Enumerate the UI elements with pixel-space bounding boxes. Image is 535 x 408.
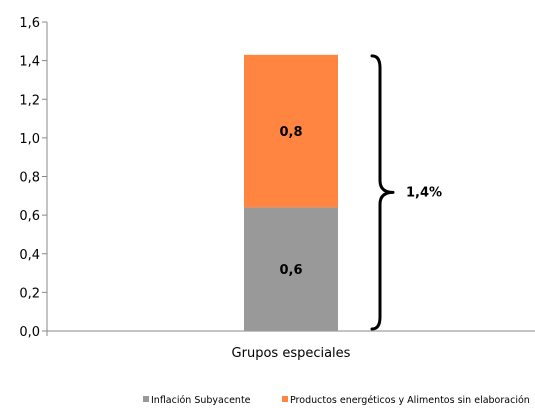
bar-segment <box>244 207 338 331</box>
y-tick-label: 1,0 <box>19 132 40 147</box>
total-annotation: 1,4% <box>406 185 442 200</box>
category-label: Grupos especiales <box>232 346 351 361</box>
legend-label: Productos energéticos y Alimentos sin el… <box>290 395 530 406</box>
axes: 0,0 0,2 0,4 0,6 0,8 1,0 1,2 1,4 1,6 Grupos especi… <box>19 16 535 361</box>
legend-swatch <box>143 396 149 402</box>
y-tick-label: 1,6 <box>19 16 40 31</box>
y-tick-label: 1,2 <box>19 93 40 108</box>
data-label: 0,6 <box>279 263 302 278</box>
y-tick-label: 0,0 <box>19 325 40 340</box>
y-tick-label: 1,4 <box>19 55 40 70</box>
bar-segment <box>244 54 338 208</box>
curly-brace-icon <box>370 54 395 331</box>
legend-label: Inflación Subyacente <box>151 395 251 406</box>
legend: Inflación Subyacente Productos energético… <box>143 395 530 406</box>
y-tick-label: 0,8 <box>19 171 40 186</box>
y-tick-label: 0,4 <box>19 248 40 263</box>
y-tick-label: 0,6 <box>19 209 40 224</box>
y-tick-label: 0,2 <box>19 286 40 301</box>
total-brace: 1,4% <box>370 54 442 331</box>
data-label: 0,8 <box>279 125 302 140</box>
legend-swatch <box>282 396 288 402</box>
bars: 0,6 0,8 <box>244 54 338 331</box>
